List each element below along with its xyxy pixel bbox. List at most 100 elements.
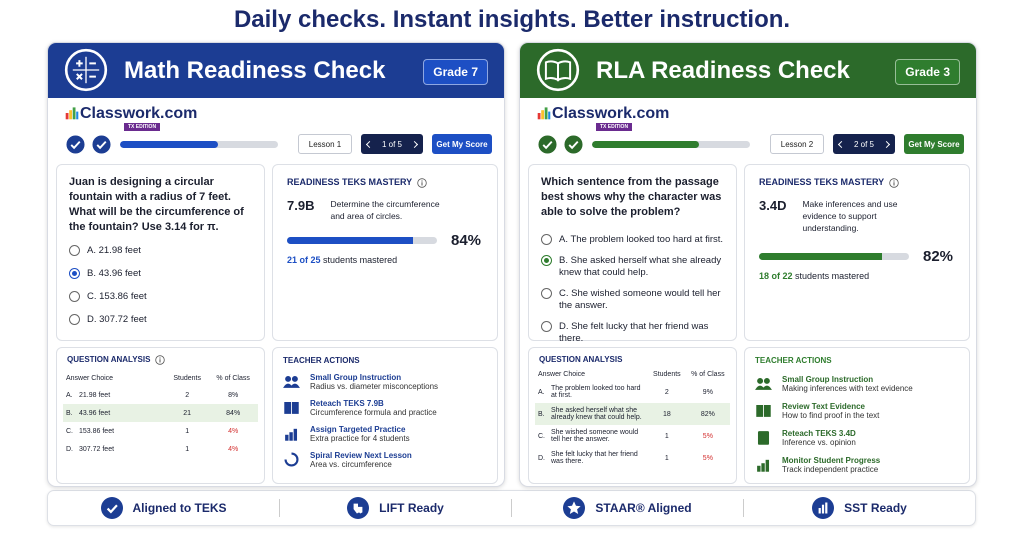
radio [541,321,552,332]
analysis-table: Answer Choice Students % of Class A. The pro… [535,367,730,469]
action-title: Reteach TEKS 7.9B [310,399,384,408]
answer-option[interactable]: B. She asked herself what she already kn… [541,255,724,279]
header-icon [536,48,580,92]
table-cell: C. [66,427,73,435]
action-title: Small Group Instruction [782,375,874,384]
badge-text: LIFT Ready [379,501,444,515]
action-title: Spiral Review Next Lesson [310,451,412,460]
radio-dot [544,258,549,263]
panel: RLA Readiness Check Grade 3 Classwork.com T… [519,42,977,487]
mastery-bar-fill [759,252,882,260]
option-text: B. 43.96 feet [87,268,141,279]
mastery-heading: READINESS TEKS MASTERY [759,177,955,188]
action-subtitle: Inference vs. opinion [782,438,856,447]
mastery-summary: 21 of 25 students mastered [287,255,483,265]
done-check [564,135,583,154]
table-row: B. 43.96 feet 21 84% [63,404,258,422]
action-text: Reteach TEKS 7.9B Circumference formula a… [310,399,437,417]
action-item[interactable]: Monitor Student Progress Track independen… [755,456,959,474]
action-icon [755,402,772,419]
option-text: A. The problem looked too hard at first. [559,234,724,245]
analysis-card: QUESTION ANALYSIS Answer Choice Students % … [56,347,265,484]
lesson-button[interactable]: Lesson 2 [770,134,824,154]
action-icon [755,375,772,392]
mastery-summary: 18 of 22 students mastered [759,271,955,281]
answer-option[interactable]: B. 43.96 feet [69,268,252,280]
action-item[interactable]: Spiral Review Next Lesson Area vs. circum… [283,451,487,469]
table-header: Answer Choice Students % of Class [535,367,730,381]
lesson-button[interactable]: Lesson 1 [298,134,352,154]
table-cell: She felt lucky that her friend was there… [551,451,638,465]
mastery-card: READINESS TEKS MASTERY 7.9B Determine the … [272,164,498,341]
answer-option[interactable]: C. 153.86 feet [69,291,252,303]
mastery-count-text: students mastered [795,270,870,281]
mastery-percent: 82% [923,247,954,265]
answer-option[interactable]: A. The problem looked too hard at first. [541,234,724,246]
panel-title: Math Readiness Check [124,57,386,84]
pager-next[interactable] [410,140,419,148]
action-text: Small Group Instruction Making inferences… [782,375,913,393]
answer-option[interactable]: D. 307.72 feet [69,314,252,326]
lesson-progress [592,141,750,148]
page-title: Daily checks. Instant insights. Better i… [233,6,791,33]
badge-icon [563,497,586,519]
footer-badge: Aligned to TEKS [48,497,279,519]
action-item[interactable]: Reteach TEKS 7.9B Circumference formula a… [283,399,487,417]
action-subtitle: Radius vs. diameter misconceptions [310,382,439,391]
mastery-bar-fill [287,236,413,244]
panel-header: RLA Readiness Check Grade 3 [520,43,976,98]
radio [541,288,552,299]
brand-logo-svg [537,107,551,120]
action-subtitle: Area vs. circumference [310,460,392,469]
pager: 2 of 5 [833,134,895,154]
table-cell: 1 [664,432,669,440]
badge-icon [347,497,370,519]
question-card: Juan is designing a circular fountain wi… [56,164,265,341]
action-item[interactable]: Small Group Instruction Making inferences… [755,375,959,393]
radio-dot [72,271,77,276]
panel-title: RLA Readiness Check [596,57,850,84]
footer-badge: STAAR® Aligned [511,497,743,519]
table-row: D. 307.72 feet 1 4% [63,440,258,458]
info-icon [889,177,899,188]
brand-logo [537,106,551,120]
analysis-heading: QUESTION ANALYSIS [535,355,730,364]
grade-badge: Grade 7 [423,59,488,85]
header-icon-svg [536,48,580,92]
badge-icon [100,497,123,519]
score-button[interactable]: Get My Score [904,134,964,154]
table-cell: 2 [664,388,669,396]
action-item[interactable]: Small Group Instruction Radius vs. diamet… [283,373,487,391]
table-header: Answer Choice Students % of Class [63,370,258,386]
pager-next[interactable] [882,140,891,148]
answer-option[interactable]: C. She wished someone would tell her the… [541,288,724,312]
pager-prev[interactable] [365,140,374,148]
action-title: Reteach TEKS 3.4D [782,429,856,438]
option-text: A. 21.98 feet [87,245,141,256]
action-title: Assign Targeted Practice [310,425,406,434]
answer-option[interactable]: D. She felt lucky that her friend was th… [541,321,724,345]
table-cell: 153.86 feet [79,427,115,435]
score-button[interactable]: Get My Score [432,134,492,154]
mastery-percent: 84% [451,231,482,249]
mastery-heading: READINESS TEKS MASTERY [287,177,483,188]
table-cell: 84% [226,409,241,417]
mastery-count-text: students mastered [323,254,398,265]
action-item[interactable]: Reteach TEKS 3.4D Inference vs. opinion [755,429,959,447]
question-text: Which sentence from the passage best sho… [541,176,722,218]
column-header: Students [173,374,201,382]
column-header: Answer Choice [66,374,114,382]
action-icon [283,451,300,468]
pager-label: 2 of 5 [853,139,874,149]
pager-prev[interactable] [837,140,846,148]
action-icon [283,399,300,416]
done-check-svg [66,135,85,154]
question-card: Which sentence from the passage best sho… [528,164,737,344]
action-item[interactable]: Assign Targeted Practice Extra practice f… [283,425,487,443]
table-row: D. She felt lucky that her friend was the… [535,447,730,469]
action-item[interactable]: Review Text Evidence How to find proof in… [755,402,959,420]
teks-code: 3.4D [759,197,787,213]
teks-description: Make inferences and use evidence to supp… [802,198,898,233]
answer-option[interactable]: A. 21.98 feet [69,245,252,257]
pager-label: 1 of 5 [381,139,402,149]
